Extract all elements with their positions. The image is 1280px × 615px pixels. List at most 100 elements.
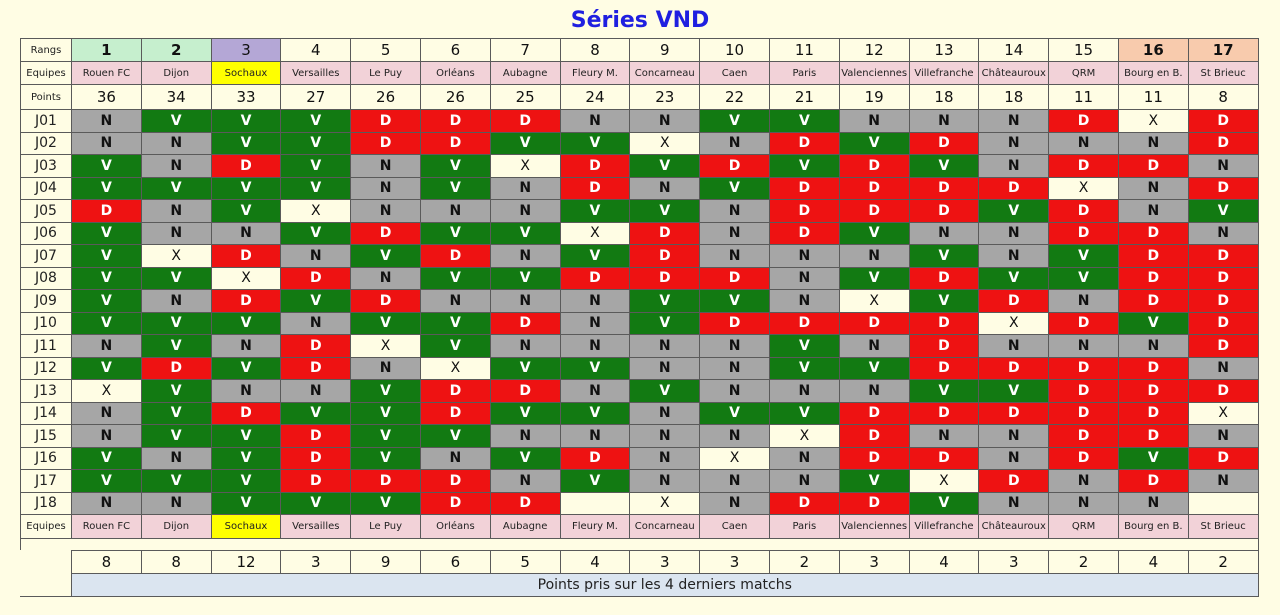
points-cell: 27 xyxy=(280,84,352,110)
result-cell: D xyxy=(350,469,421,493)
result-cell: N xyxy=(71,401,142,425)
result-cell: V xyxy=(280,491,352,515)
result-cell: V xyxy=(1117,311,1189,335)
result-cell: V xyxy=(489,221,561,245)
result-cell: N xyxy=(629,401,701,425)
rank-cell: 7 xyxy=(489,38,561,62)
result-cell: N xyxy=(699,131,770,155)
result-cell: D xyxy=(838,401,910,425)
last4-table-wrap: 8 8 12 3 9 6 5 4 3 3 2 3 4 3 2 4 2 Points pris sur les 4 … xyxy=(71,550,1259,597)
result-cell: V xyxy=(210,424,282,448)
result-cell: V xyxy=(768,109,840,133)
result-cell: D xyxy=(1048,221,1119,245)
round-row: J16 V N V D V N V D N X N D D N D V D xyxy=(20,446,1259,470)
result-cell: V xyxy=(210,491,282,515)
result-cell: V xyxy=(768,154,840,178)
result-cell: D xyxy=(908,401,980,425)
result-cell: V xyxy=(419,424,491,448)
result-cell: N xyxy=(1187,469,1259,493)
result-cell: V xyxy=(280,289,352,313)
result-cell: D xyxy=(1048,109,1119,133)
result-cell: D xyxy=(1117,221,1189,245)
team-name-cell: Orléans xyxy=(419,514,491,539)
result-cell: V xyxy=(280,131,352,155)
last4-points-cell: 3 xyxy=(629,550,701,574)
result-cell: D xyxy=(1117,289,1189,313)
result-cell: N xyxy=(71,109,142,133)
result-cell: D xyxy=(1048,379,1119,403)
round-row: J08 V V X D N V V D D D N V D V V D D xyxy=(20,266,1259,290)
team-name-cell: Châteauroux xyxy=(978,61,1050,85)
rank-cell: 12 xyxy=(838,38,910,62)
result-cell: D xyxy=(489,379,561,403)
result-cell: D xyxy=(978,469,1050,493)
last4-caption-row: Points pris sur les 4 derniers matchs xyxy=(71,573,1259,597)
round-label: J10 xyxy=(20,311,72,335)
last4-points-cell: 8 xyxy=(140,550,212,574)
result-cell: D xyxy=(838,176,910,200)
result-cell: N xyxy=(280,244,352,268)
round-label: J12 xyxy=(20,356,72,380)
result-cell: N xyxy=(838,244,910,268)
round-label: J01 xyxy=(20,109,72,133)
result-cell: N xyxy=(140,154,212,178)
round-row: J04 V V V V N V N D N V D D D D X N D xyxy=(20,176,1259,200)
result-cell: D xyxy=(419,244,491,268)
round-label: J11 xyxy=(20,334,72,358)
result-cell: D xyxy=(1048,311,1119,335)
result-cell: N xyxy=(489,199,561,223)
result-cell: X xyxy=(559,221,631,245)
result-cell: V xyxy=(978,199,1050,223)
rank-row-label: Rangs xyxy=(20,38,72,62)
team-name-cell: Versailles xyxy=(280,61,352,85)
result-cell: V xyxy=(210,109,282,133)
result-cell: V xyxy=(908,379,980,403)
result-cell: N xyxy=(838,379,910,403)
result-cell: N xyxy=(629,176,701,200)
result-cell: N xyxy=(71,334,142,358)
result-cell: V xyxy=(908,244,980,268)
round-label: J16 xyxy=(20,446,72,470)
result-cell: V xyxy=(768,334,840,358)
result-cell: N xyxy=(489,334,561,358)
result-cell: V xyxy=(629,379,701,403)
team-name-cell: Orléans xyxy=(419,61,491,85)
result-cell: D xyxy=(908,356,980,380)
result-cell: N xyxy=(280,379,352,403)
result-cell: D xyxy=(768,221,840,245)
result-cell: D xyxy=(1187,176,1259,200)
last4-points-cell: 9 xyxy=(350,550,421,574)
result-cell: X xyxy=(1048,176,1119,200)
result-cell: D xyxy=(768,176,840,200)
result-cell: V xyxy=(1048,266,1119,290)
result-cell: N xyxy=(489,289,561,313)
result-cell: X xyxy=(1187,401,1259,425)
result-cell: V xyxy=(71,289,142,313)
result-cell: V xyxy=(210,176,282,200)
result-cell: D xyxy=(419,109,491,133)
result-cell: D xyxy=(838,199,910,223)
result-cell: X xyxy=(838,289,910,313)
team-name-cell: Valenciennes xyxy=(838,514,910,539)
result-cell: N xyxy=(350,356,421,380)
result-cell: D xyxy=(1187,266,1259,290)
result-cell: D xyxy=(768,311,840,335)
result-cell: N xyxy=(1048,131,1119,155)
result-cell: N xyxy=(71,491,142,515)
result-cell: D xyxy=(1048,446,1119,470)
result-cell: N xyxy=(350,176,421,200)
result-cell: V xyxy=(699,176,770,200)
result-cell: V xyxy=(559,131,631,155)
result-cell: V xyxy=(838,469,910,493)
result-cell: D xyxy=(1117,401,1189,425)
team-row-top: Equipes Rouen FC Dijon Sochaux Versailles Le … xyxy=(20,61,1259,85)
result-cell: N xyxy=(768,289,840,313)
result-cell: V xyxy=(140,469,212,493)
result-cell: D xyxy=(210,154,282,178)
team-row-bottom: Equipes Rouen FC Dijon Sochaux Versailles Le … xyxy=(20,514,1259,539)
rank-cell: 6 xyxy=(419,38,491,62)
rank-cell: 17 xyxy=(1187,38,1259,62)
result-cell: D xyxy=(1187,244,1259,268)
team-name-cell: Aubagne xyxy=(489,514,561,539)
result-cell: V xyxy=(140,266,212,290)
